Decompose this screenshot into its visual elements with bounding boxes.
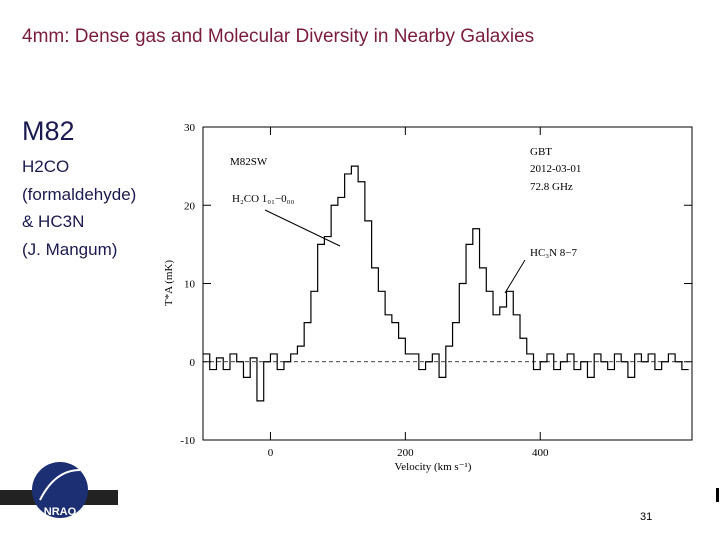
annotation: M82SW (230, 156, 268, 168)
y-tick-label: 10 (184, 279, 196, 291)
y-tick-label: -10 (180, 435, 195, 447)
logo (32, 462, 88, 518)
note: (J. Mangum) (22, 240, 117, 259)
x-tick-label: 400 (532, 447, 549, 459)
note: & HC3N (22, 212, 84, 231)
annotation: H₂CO 1₀₁−0₀₀ (232, 193, 295, 205)
note: (formaldehyde) (22, 185, 136, 204)
y-axis-label: T*A (mK) (163, 260, 175, 306)
heading: M82 (22, 116, 75, 146)
plot: -10 0 10 20 30 0 200 400 (180, 122, 692, 459)
x-tick-label: 0 (268, 447, 274, 459)
page-number: 31 (640, 511, 652, 523)
annotation-arrow (504, 259, 526, 294)
y-tick-label: 0 (190, 357, 196, 369)
note: H2CO (22, 157, 69, 176)
annotation-arrow (264, 209, 341, 247)
annotation: 2012-03-01 (530, 163, 581, 175)
spectrum (203, 165, 689, 402)
y-tick-label: 20 (184, 200, 196, 212)
x-tick-label: 200 (397, 447, 414, 459)
edge-mark (716, 488, 719, 502)
slide-title: 4mm: Dense gas and Molecular Diversity i… (22, 26, 534, 47)
annotation: HC₃N 8−7 (530, 247, 578, 259)
annotation: GBT (530, 146, 552, 158)
logo-text: NRAO (44, 506, 77, 518)
logo-dish (39, 469, 81, 501)
annotation: 72.8 GHz (530, 181, 573, 193)
y-tick-label: 30 (184, 122, 196, 134)
x-axis-label: Velocity (km s⁻¹) (395, 461, 472, 473)
